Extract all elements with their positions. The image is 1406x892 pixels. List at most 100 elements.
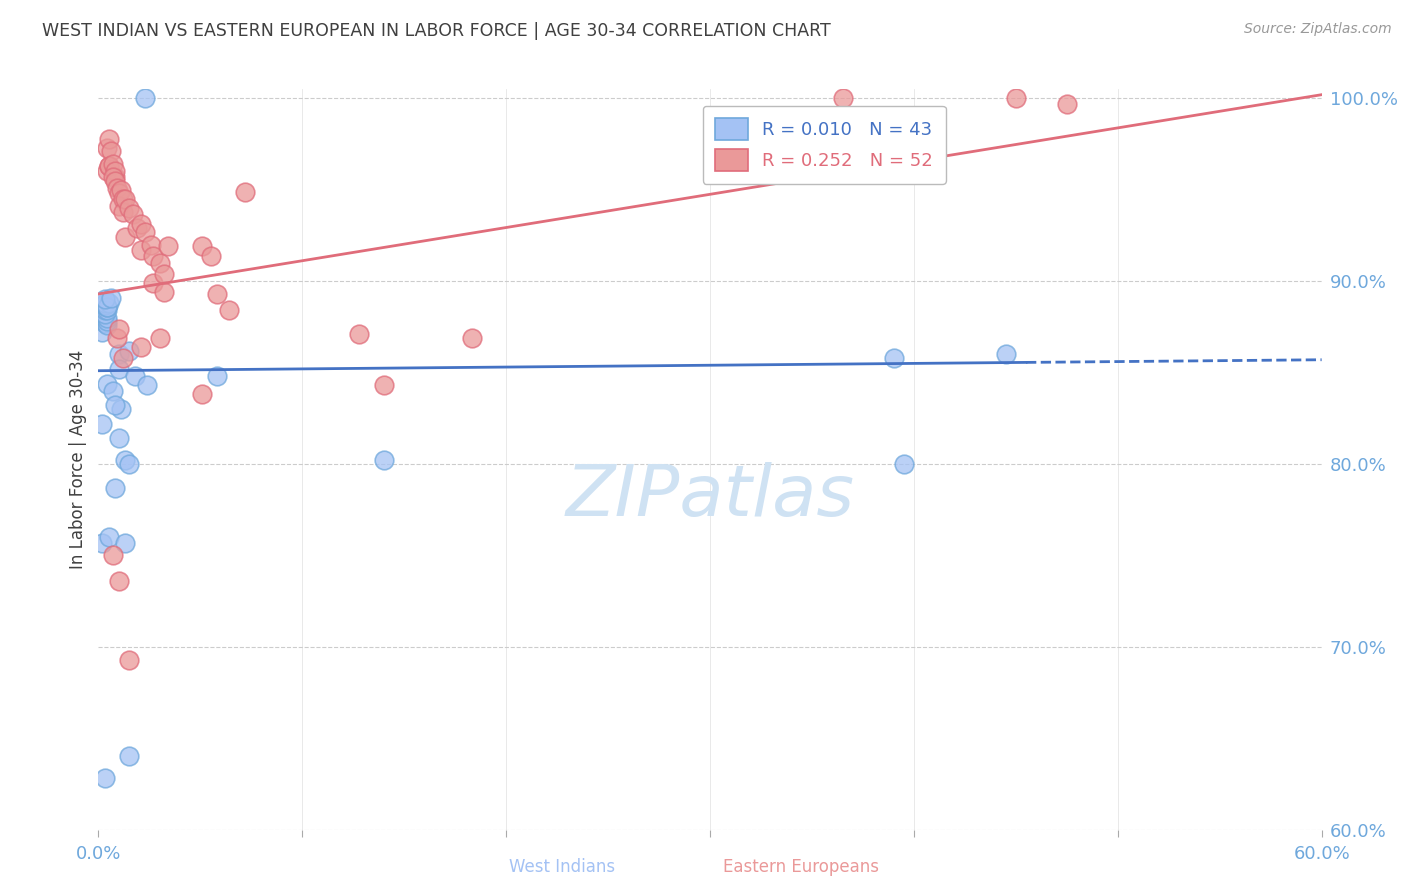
- Point: [93, 307, 115, 321]
- Point: [96, 300, 118, 314]
- Point: [373, 453, 395, 467]
- Point: [142, 276, 165, 290]
- Point: [129, 243, 152, 257]
- Point: [122, 206, 145, 220]
- Point: [111, 351, 134, 365]
- Point: [97, 159, 120, 173]
- Point: [1004, 91, 1026, 105]
- Point: [93, 316, 115, 330]
- Point: [1056, 96, 1078, 111]
- Point: [118, 749, 141, 764]
- Point: [108, 321, 131, 335]
- Point: [96, 164, 118, 178]
- Point: [97, 296, 120, 310]
- Point: [96, 303, 118, 318]
- Point: [111, 192, 134, 206]
- Point: [134, 225, 156, 239]
- Point: [101, 384, 124, 398]
- Point: [127, 221, 149, 235]
- Point: [104, 481, 127, 495]
- Text: Source: ZipAtlas.com: Source: ZipAtlas.com: [1244, 22, 1392, 37]
- Point: [104, 173, 127, 187]
- Point: [96, 314, 118, 328]
- Point: [97, 159, 120, 173]
- Point: [110, 402, 132, 417]
- Point: [108, 347, 131, 361]
- Point: [96, 141, 118, 155]
- Point: [142, 248, 165, 262]
- Point: [460, 331, 482, 345]
- Point: [129, 218, 152, 232]
- Point: [93, 772, 115, 786]
- Point: [108, 186, 131, 201]
- Point: [136, 378, 159, 392]
- Point: [118, 201, 141, 215]
- Text: ZIPatlas: ZIPatlas: [565, 462, 855, 531]
- Point: [141, 237, 163, 252]
- Legend: R = 0.010   N = 43, R = 0.252   N = 52: R = 0.010 N = 43, R = 0.252 N = 52: [703, 105, 946, 184]
- Point: [114, 535, 136, 549]
- Point: [105, 331, 128, 345]
- Point: [91, 326, 114, 340]
- Point: [93, 296, 115, 310]
- Point: [205, 369, 228, 384]
- Point: [101, 157, 124, 171]
- Text: West Indians: West Indians: [509, 858, 616, 876]
- Point: [124, 369, 146, 384]
- Point: [373, 378, 395, 392]
- Point: [104, 169, 127, 184]
- Point: [233, 185, 256, 199]
- Point: [114, 192, 136, 206]
- Point: [149, 256, 172, 270]
- Y-axis label: In Labor Force | Age 30-34: In Labor Force | Age 30-34: [69, 350, 87, 569]
- Point: [93, 293, 115, 307]
- Point: [893, 457, 915, 471]
- Point: [108, 362, 131, 376]
- Point: [994, 347, 1017, 361]
- Point: [93, 298, 115, 312]
- Point: [118, 343, 141, 358]
- Point: [831, 91, 853, 105]
- Point: [129, 340, 152, 354]
- Text: Eastern Europeans: Eastern Europeans: [724, 858, 879, 876]
- Point: [91, 535, 114, 549]
- Point: [108, 431, 131, 445]
- Point: [118, 457, 141, 471]
- Point: [152, 267, 174, 281]
- Point: [96, 300, 118, 314]
- Text: WEST INDIAN VS EASTERN EUROPEAN IN LABOR FORCE | AGE 30-34 CORRELATION CHART: WEST INDIAN VS EASTERN EUROPEAN IN LABOR…: [42, 22, 831, 40]
- Point: [883, 351, 905, 365]
- Point: [93, 314, 115, 328]
- Point: [191, 239, 214, 253]
- Point: [191, 387, 214, 401]
- Point: [104, 164, 127, 178]
- Point: [156, 239, 179, 253]
- Point: [114, 230, 136, 244]
- Point: [111, 204, 134, 219]
- Point: [101, 169, 124, 184]
- Point: [93, 310, 115, 325]
- Point: [96, 318, 118, 332]
- Point: [100, 291, 122, 305]
- Point: [96, 376, 118, 391]
- Point: [218, 303, 240, 318]
- Point: [93, 303, 115, 318]
- Point: [105, 181, 128, 195]
- Point: [100, 145, 122, 159]
- Point: [114, 453, 136, 467]
- Point: [108, 199, 131, 213]
- Point: [91, 417, 114, 431]
- Point: [91, 307, 114, 321]
- Point: [149, 331, 172, 345]
- Point: [97, 131, 120, 145]
- Point: [349, 327, 371, 342]
- Point: [97, 530, 120, 544]
- Point: [205, 287, 228, 301]
- Point: [110, 183, 132, 197]
- Point: [108, 574, 131, 588]
- Point: [96, 310, 118, 325]
- Point: [152, 285, 174, 299]
- Point: [118, 652, 141, 666]
- Point: [101, 549, 124, 563]
- Point: [200, 248, 222, 262]
